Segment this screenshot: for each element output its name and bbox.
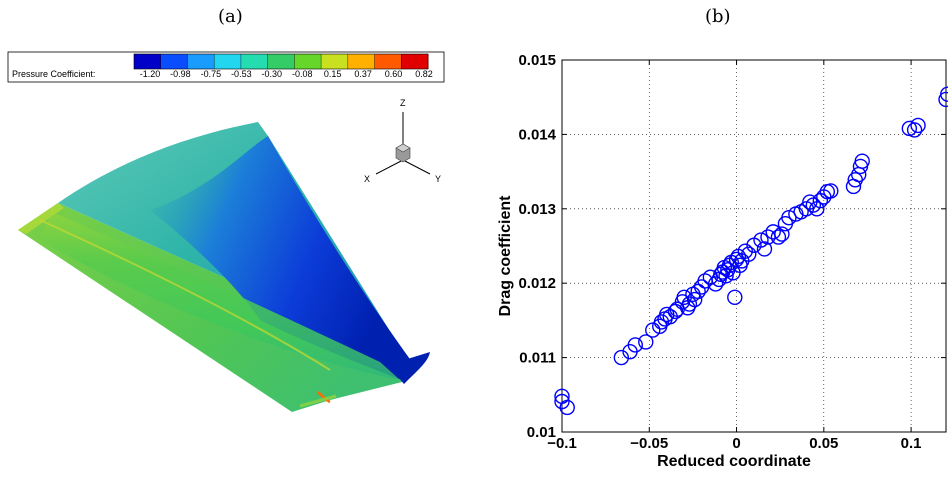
trailing-edge-strip: [299, 394, 337, 408]
colorbar-swatch: [214, 54, 242, 69]
colorbar-swatch: [294, 54, 322, 69]
colorbar-tick-label: -0.98: [170, 69, 191, 79]
scatter-point: [718, 268, 734, 284]
colorbar-tick-label: -0.53: [231, 69, 252, 79]
scatter-point: [910, 117, 926, 134]
drag-scatter-figure: −0.1 −0.05 0 0.05 0.1 0.01 0.011 0.012 0.013 0.0…: [480, 40, 948, 482]
wing-mid-band: [40, 212, 400, 380]
scatter-points: [554, 86, 948, 416]
axes-triad: Z X Y: [364, 98, 441, 184]
colorbar-title: Pressure Coefficient:: [12, 69, 95, 79]
scatter-point: [823, 183, 839, 199]
y-axis-title: Drag coefficient: [497, 195, 514, 317]
scatter-point: [627, 337, 644, 353]
scatter-point: [559, 399, 575, 416]
panel-label-a: (a): [218, 6, 243, 27]
colorbar-swatch: [160, 54, 188, 69]
x-axis-line: [375, 159, 404, 175]
colorbar-tick-label: 0.37: [354, 69, 372, 79]
scatter-point: [737, 243, 753, 259]
colorbar-tick-label: 0.15: [324, 69, 342, 79]
scatter-chart: −0.1 −0.05 0 0.05 0.1 0.010.0110.0120.0130.0…: [497, 52, 948, 470]
trailing-edge-tip: [388, 352, 430, 384]
scatter-point: [753, 232, 769, 248]
scatter-point: [756, 241, 773, 257]
scatter-point: [613, 349, 630, 366]
scatter-point: [659, 306, 675, 323]
x-tick-label: 0.05: [809, 435, 838, 452]
y-tick-label: 0.015: [518, 52, 556, 69]
x-tick-label: −0.05: [630, 435, 668, 452]
scatter-point: [906, 122, 923, 138]
colorbar-swatch: [374, 54, 402, 69]
colorbar-border: [133, 53, 429, 70]
scatter-point: [809, 201, 825, 217]
scatter-point: [765, 224, 781, 240]
colorbar-swatch: [240, 54, 269, 69]
vortex-low-pressure-region: [150, 136, 412, 380]
scatter-point: [741, 246, 757, 262]
y-axis-line: [402, 159, 431, 175]
scatter-point: [727, 289, 743, 306]
colorbar-swatch: [187, 54, 215, 69]
scatter-point: [681, 296, 698, 312]
z-axis-label: Z: [400, 98, 406, 108]
x-tick-labels: −0.1 −0.05 0 0.05 0.1: [547, 435, 921, 452]
plot-frame: [561, 59, 947, 433]
y-tick-label: 0.012: [518, 275, 556, 292]
trailing-edge-hotspot: [317, 391, 331, 404]
scatter-point: [781, 210, 797, 226]
colorbar-tick-label: -1.20: [140, 69, 161, 79]
scatter-point: [774, 226, 790, 242]
y-tick-label: 0.01: [527, 424, 556, 441]
colorbar-tick-label: -0.08: [292, 69, 313, 79]
y-tick-label: 0.011: [519, 350, 556, 367]
triad-cube-top: [395, 143, 411, 153]
scatter-point: [847, 172, 863, 188]
x-axis-label: X: [364, 174, 370, 184]
y-tick-labels: 0.01 0.011 0.012 0.013 0.014 0.015: [518, 52, 556, 441]
x-tick-label: −0.1: [547, 435, 577, 452]
tick-layer: [561, 59, 946, 433]
wing-surface: [18, 122, 430, 412]
colorbar-tick-labels: -1.20 -0.98 -0.75 -0.53 -0.30 -0.08 0.15 0.37 0.…: [140, 69, 433, 79]
colorbar-swatch: [347, 54, 376, 69]
colorbar-swatches: [133, 53, 429, 70]
scatter-point: [554, 393, 570, 410]
grid-layer: [561, 59, 946, 433]
wing-pressure-contour-figure: Pressure Coefficient: -1.20 -0.98 -0.75 -0.…: [0, 40, 460, 482]
y-tick-label: 0.014: [518, 126, 556, 143]
leading-edge: [18, 203, 64, 234]
colorbar-tick-label: -0.75: [201, 69, 222, 79]
scatter-point: [638, 334, 654, 350]
scatter-point: [707, 276, 724, 292]
y-tick-label: 0.013: [518, 201, 556, 218]
panel-label-b: (b): [705, 6, 731, 27]
wing-pressure-svg: Pressure Coefficient: -1.20 -0.98 -0.75 -0.…: [7, 51, 445, 412]
colorbar-swatch: [401, 54, 429, 69]
colorbar: Pressure Coefficient: -1.20 -0.98 -0.75 -0.…: [7, 51, 445, 83]
y-axis-label: Y: [435, 174, 441, 184]
scatter-point: [938, 91, 948, 108]
colorbar-swatch: [134, 54, 162, 69]
scatter-point: [686, 291, 703, 308]
colorbar-swatch: [321, 54, 349, 69]
scatter-point: [645, 322, 661, 338]
colorbar-tick-label: 0.82: [415, 69, 433, 79]
leading-edge-line: [39, 219, 331, 371]
x-axis-title: Reduced coordinate: [657, 453, 811, 470]
scatter-point: [770, 229, 787, 245]
scatter-point: [854, 153, 870, 169]
x-tick-label: 0: [732, 435, 740, 452]
colorbar-swatch: [267, 54, 295, 69]
scatter-point: [690, 283, 706, 300]
colorbar-tick-label: -0.30: [262, 69, 283, 79]
x-tick-label: 0.1: [901, 435, 922, 452]
colorbar-tick-label: 0.60: [385, 69, 403, 79]
